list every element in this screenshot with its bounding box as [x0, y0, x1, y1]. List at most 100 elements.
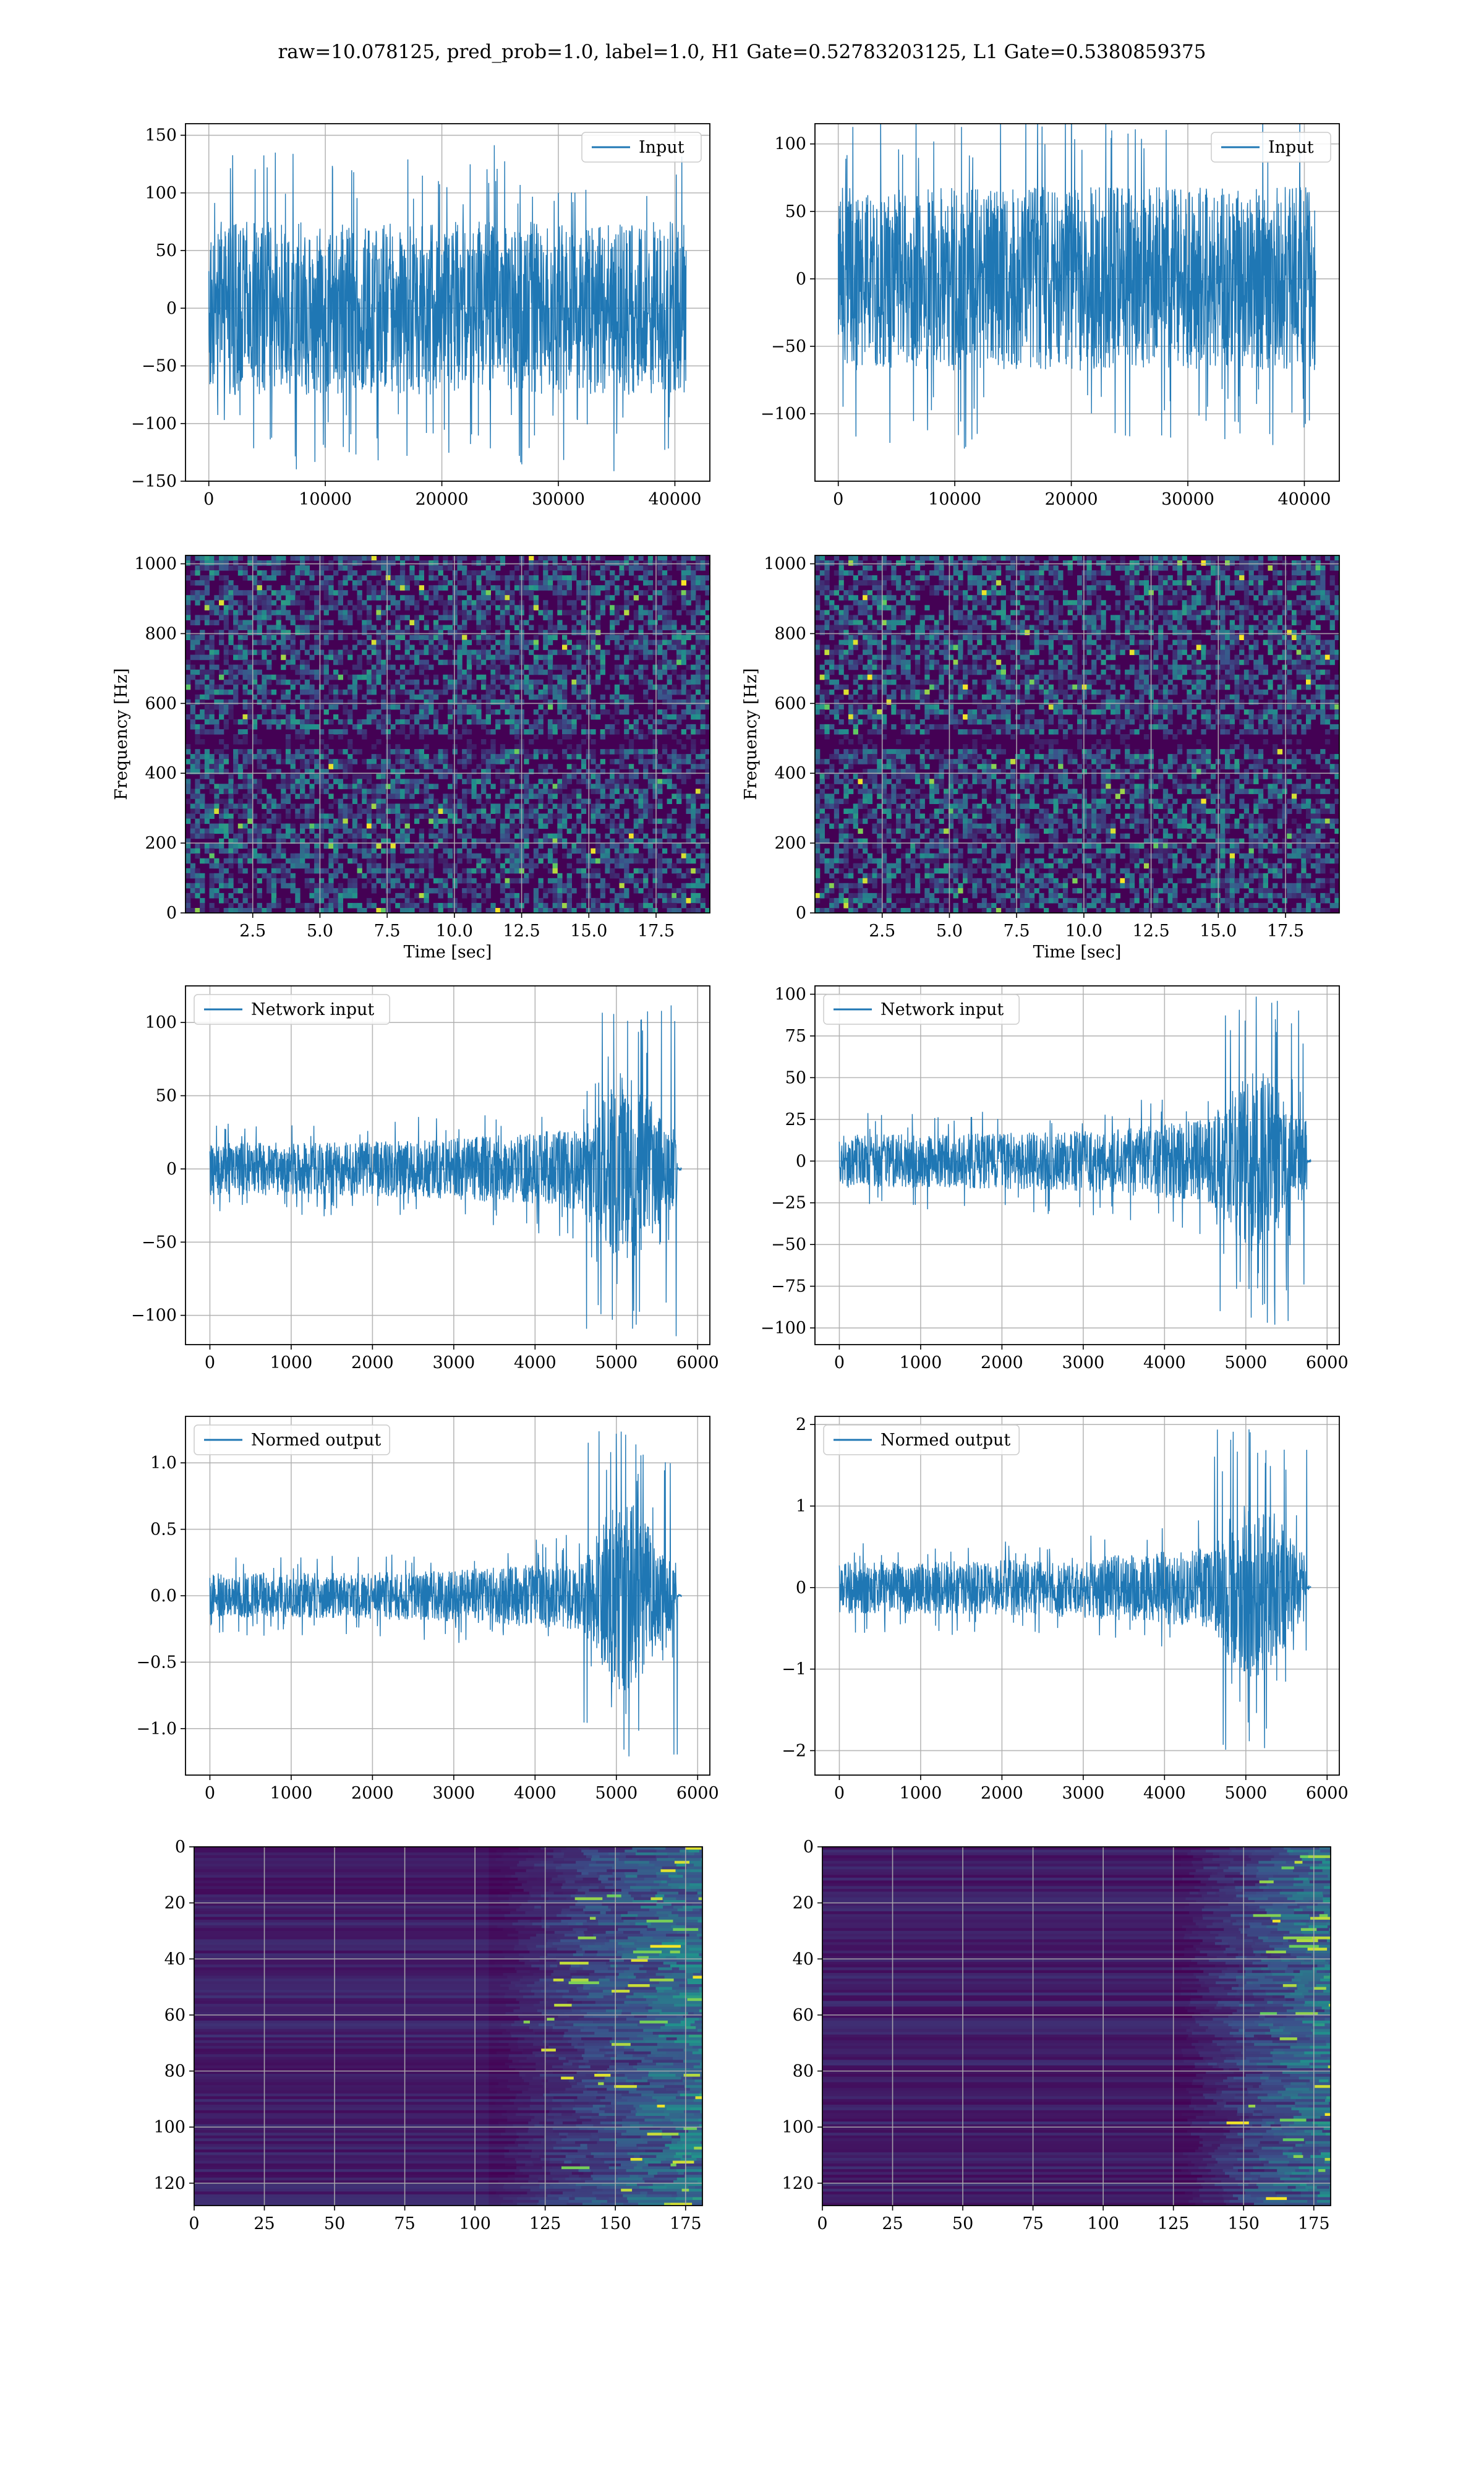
heatmap-cell	[571, 868, 577, 874]
heatmap-cell	[390, 803, 396, 809]
heatmap-cell	[576, 794, 582, 799]
heatmap-cell	[662, 833, 668, 839]
heatmap-cell	[495, 848, 501, 854]
heatmap-cell	[399, 843, 406, 849]
heatmap-cell	[600, 888, 605, 894]
heatmap-cell	[1058, 575, 1064, 581]
heatmap-cell	[257, 789, 262, 794]
heatmap-cell	[452, 897, 458, 904]
heatmap-cell	[271, 625, 277, 630]
heatmap-cell	[691, 739, 696, 745]
heatmap-cell	[638, 674, 644, 680]
legend-label: Input	[639, 138, 684, 157]
heatmap-cell	[566, 580, 572, 586]
heatmap-cell	[524, 729, 529, 735]
heatmap-cell	[257, 833, 262, 839]
heatmap-cell	[691, 565, 696, 571]
heatmap-cell	[705, 590, 710, 596]
heatmap-cell	[190, 674, 195, 680]
heatmap-cell	[571, 769, 577, 774]
heatmap-cell	[695, 813, 701, 819]
heatmap-cell	[471, 789, 477, 794]
heatmap-cell	[399, 689, 406, 695]
heatmap-cell	[223, 789, 229, 794]
heatmap-cell	[557, 570, 563, 576]
heatmap-cell	[443, 585, 448, 591]
heatmap-cell	[424, 659, 429, 666]
heatmap-cell	[262, 600, 267, 606]
heatmap-cell	[223, 580, 229, 586]
heatmap-cell	[566, 794, 572, 799]
heatmap-cell	[300, 590, 305, 596]
heatmap-cell	[529, 615, 534, 620]
heatmap-cell	[1101, 560, 1106, 566]
heatmap-cell	[695, 580, 701, 586]
heatmap-cell	[595, 838, 601, 844]
heatmap-cell	[323, 674, 329, 680]
heatmap-cell	[262, 659, 267, 666]
heatmap-cell	[357, 908, 362, 914]
heatmap-cell	[457, 654, 463, 661]
heatmap-cell	[476, 883, 482, 889]
heatmap-cell	[381, 714, 386, 720]
heatmap-cell	[285, 858, 291, 864]
heatmap-cell	[610, 803, 615, 809]
heatmap-cell	[362, 789, 367, 794]
heatmap-cell	[1273, 565, 1278, 571]
heatmap-cell	[485, 649, 491, 656]
heatmap-cell	[510, 878, 515, 884]
heatmap-cell	[1086, 570, 1092, 576]
heatmap-cell	[452, 883, 458, 889]
heatmap-cell	[385, 590, 391, 596]
heatmap-cell	[247, 555, 253, 561]
heatmap-cell	[614, 863, 620, 869]
heatmap-cell	[414, 813, 420, 819]
heatmap-cell	[624, 724, 629, 730]
heatmap-cell	[633, 769, 639, 774]
heatmap-cell	[314, 833, 320, 839]
heatmap-cell	[414, 848, 420, 854]
heatmap-cell	[643, 635, 649, 640]
heatmap-cell	[252, 908, 258, 914]
heatmap-cell	[438, 659, 443, 666]
heatmap-cell	[457, 828, 463, 834]
heatmap-cell	[524, 679, 529, 685]
heatmap-cell	[452, 848, 458, 854]
heatmap-cell	[318, 779, 325, 784]
heatmap-cell	[571, 794, 577, 799]
heatmap-cell	[485, 714, 491, 720]
heatmap-cell	[242, 654, 248, 661]
heatmap-cell	[433, 694, 439, 700]
heatmap-cell	[638, 853, 644, 859]
heatmap-cell	[462, 789, 467, 794]
heatmap-cell	[429, 828, 434, 834]
heatmap-cell	[529, 684, 534, 690]
heatmap-cell	[691, 580, 696, 586]
heatmap-cell	[395, 789, 401, 794]
heatmap-cell	[209, 689, 215, 695]
heatmap-cell	[591, 729, 596, 735]
heatmap-cell	[495, 709, 501, 715]
heatmap-cell	[490, 818, 496, 824]
heatmap-cell	[695, 674, 701, 680]
heatmap-cell	[529, 625, 534, 630]
heatmap-cell	[1306, 565, 1311, 571]
heatmap-cell	[262, 560, 267, 566]
heatmap-cell	[1039, 565, 1044, 571]
heatmap-cell	[404, 605, 410, 610]
heatmap-cell	[591, 873, 596, 879]
heatmap-cell	[505, 585, 510, 591]
heatmap-cell	[662, 897, 668, 904]
heatmap-cell	[443, 644, 448, 651]
heatmap-cell	[490, 669, 496, 675]
heatmap-cell	[237, 644, 244, 651]
heatmap-cell	[605, 590, 610, 596]
heatmap-cell	[390, 828, 396, 834]
heatmap-cell	[647, 813, 654, 819]
heatmap-cell	[214, 620, 220, 625]
heatmap-cell	[438, 570, 443, 576]
heatmap-cell	[404, 719, 410, 725]
heatmap-cell	[1081, 560, 1087, 566]
heatmap-cell	[233, 654, 239, 661]
heatmap-cell	[348, 555, 353, 561]
